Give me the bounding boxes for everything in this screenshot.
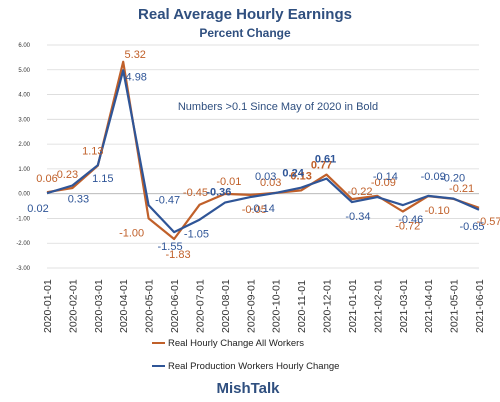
series-line-production-workers	[46, 69, 480, 234]
data-label-production-workers: -0.65	[459, 221, 484, 233]
x-tick-label: 2020-05-01	[144, 279, 156, 333]
x-tick-label: 2021-01-01	[347, 279, 359, 333]
data-label-all-workers: -0.05	[242, 204, 267, 216]
chart-title: Real Average Hourly Earnings	[138, 6, 352, 23]
data-label-all-workers: -1.00	[119, 227, 144, 239]
y-tick-label: 4.00	[18, 93, 30, 99]
data-label-all-workers: -0.10	[425, 205, 450, 217]
data-label-all-workers: 1.13	[82, 146, 103, 158]
data-label-all-workers: -0.09	[371, 177, 396, 189]
x-tick-label: 2021-05-01	[449, 279, 461, 333]
data-label-all-workers: 0.06	[36, 173, 57, 185]
y-tick-label: -3.00	[16, 266, 30, 272]
data-label-production-workers: -0.09	[421, 171, 446, 183]
data-label-production-workers: -0.14	[250, 203, 275, 215]
x-tick-label: 2020-11-01	[296, 280, 308, 333]
data-label-production-workers: -0.36	[206, 187, 231, 199]
chart-subtitle: Percent Change	[199, 26, 291, 40]
legend-label-all-workers: Real Hourly Change All Workers	[168, 338, 304, 349]
x-tick-label: 2020-06-01	[169, 279, 181, 333]
data-label-production-workers: 4.98	[126, 71, 147, 83]
y-tick-label: 5.00	[18, 68, 30, 74]
y-tick-label: 6.00	[18, 43, 30, 49]
legend: Real Hourly Change All Workers Real Prod…	[152, 338, 339, 372]
data-label-all-workers: -0.21	[449, 183, 474, 195]
data-label-all-workers: -0.57	[476, 216, 500, 228]
x-tick-label: 2020-04-01	[118, 279, 130, 333]
y-tick-label: 2.00	[18, 142, 30, 148]
data-label-all-workers: 0.03	[260, 177, 281, 189]
data-label-production-workers: -0.34	[345, 211, 370, 223]
y-tick-label: 1.00	[18, 167, 30, 173]
x-tick-label: 2020-09-01	[245, 279, 257, 333]
x-tick-label: 2021-06-01	[474, 279, 486, 333]
data-label-production-workers: 0.24	[282, 168, 304, 180]
data-label-all-workers: 0.13	[290, 170, 311, 182]
data-label-all-workers: 0.77	[311, 160, 332, 172]
data-label-production-workers: -1.05	[184, 229, 209, 241]
data-labels: 0.060.23 1.13 5.32 -1.00 -1.83 -0.45 -0.01 -0.0…	[27, 49, 500, 261]
data-label-all-workers: 0.23	[57, 169, 78, 181]
y-tick-label: 0.00	[18, 192, 30, 198]
footer-brand: MishTalk	[216, 380, 280, 397]
data-label-production-workers: -1.55	[158, 241, 183, 253]
data-label-production-workers: -0.47	[155, 194, 180, 206]
data-label-all-workers: -0.01	[216, 176, 241, 188]
series-lines	[46, 60, 480, 241]
x-tick-label: 2020-07-01	[194, 279, 206, 333]
legend-label-production-workers: Real Production Workers Hourly Change	[168, 361, 339, 372]
data-label-production-workers: 0.03	[255, 171, 276, 183]
x-axis: 2020-01-01 2020-02-01 2020-03-01 2020-04-01…	[42, 279, 486, 333]
data-label-all-workers: 5.32	[125, 49, 146, 61]
x-tick-label: 2020-12-01	[322, 279, 334, 333]
y-tick-label: -2.00	[16, 241, 30, 247]
data-label-production-workers: -0.46	[398, 214, 423, 226]
data-label-production-workers: -0.14	[373, 171, 398, 183]
data-label-production-workers: 0.02	[27, 203, 48, 215]
x-tick-label: 2020-02-01	[67, 279, 79, 333]
y-axis: 6.00 5.00 4.00 3.00 2.00 1.00 0.00 -1.00 -2.00 -3…	[16, 43, 30, 272]
data-label-production-workers: -0.20	[440, 173, 465, 185]
gridlines	[47, 44, 479, 269]
data-label-production-workers: 0.61	[315, 154, 336, 166]
y-tick-label: -1.00	[16, 216, 30, 222]
data-label-all-workers: -0.22	[347, 186, 372, 198]
data-label-all-workers: -0.45	[183, 187, 208, 199]
chart-annotation: Numbers >0.1 Since May of 2020 in Bold	[178, 101, 378, 113]
data-label-production-workers: 1.15	[92, 173, 113, 185]
y-tick-label: 3.00	[18, 117, 30, 123]
x-tick-label: 2021-03-01	[398, 279, 410, 333]
x-tick-label: 2020-01-01	[42, 279, 54, 333]
x-tick-label: 2020-03-01	[93, 279, 105, 333]
data-label-production-workers: 0.33	[68, 193, 89, 205]
x-tick-label: 2020-08-01	[220, 279, 232, 333]
data-label-all-workers: -0.72	[395, 221, 420, 233]
x-tick-label: 2021-02-01	[372, 279, 384, 333]
x-tick-label: 2021-04-01	[423, 279, 435, 333]
data-label-all-workers: -1.83	[166, 249, 191, 261]
x-tick-label: 2020-10-01	[271, 279, 283, 333]
